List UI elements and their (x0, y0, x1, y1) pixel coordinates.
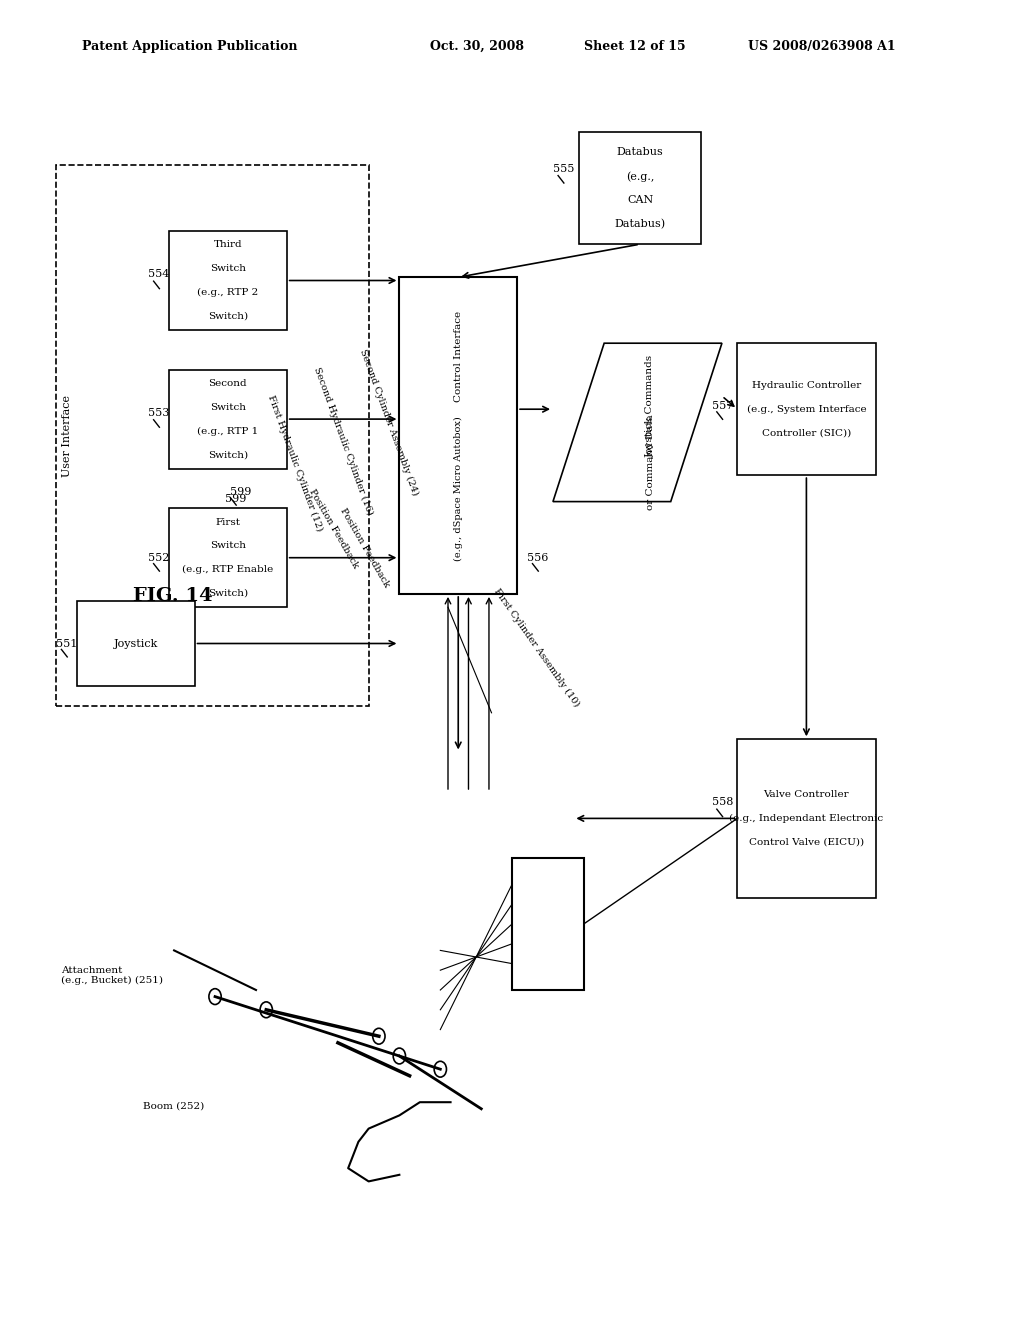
Text: (e.g.,: (e.g., (626, 170, 654, 182)
Text: or Command Data: or Command Data (646, 414, 654, 510)
Text: FIG. 14: FIG. 14 (133, 586, 213, 605)
Text: Valve Controller: Valve Controller (764, 791, 849, 799)
FancyBboxPatch shape (169, 508, 287, 607)
FancyBboxPatch shape (77, 601, 195, 686)
Text: Second Hydraulic Cylinder (16): Second Hydraulic Cylinder (16) (312, 366, 375, 517)
Text: First Cylinder Assembly (10): First Cylinder Assembly (10) (492, 586, 581, 709)
Text: Control Valve (EICU)): Control Valve (EICU)) (749, 838, 864, 846)
Text: Attachment
(e.g., Bucket) (251): Attachment (e.g., Bucket) (251) (61, 966, 164, 986)
Text: Switch: Switch (210, 403, 246, 412)
FancyBboxPatch shape (737, 739, 876, 898)
Text: Sheet 12 of 15: Sheet 12 of 15 (584, 40, 685, 53)
Bar (56, 165, 369, 706)
Text: First Hydraulic Cylinder (12): First Hydraulic Cylinder (12) (266, 393, 325, 533)
Text: (e.g., dSpace Micro Autobox): (e.g., dSpace Micro Autobox) (454, 416, 463, 561)
FancyBboxPatch shape (169, 370, 287, 469)
Text: 554: 554 (148, 269, 170, 280)
Text: 553: 553 (148, 408, 170, 418)
Text: Position Feedback: Position Feedback (338, 507, 391, 590)
Text: Joystick: Joystick (114, 639, 158, 648)
Text: Joystick Commands: Joystick Commands (646, 355, 654, 458)
Text: Position Feedback: Position Feedback (307, 487, 360, 570)
Text: Third: Third (214, 240, 242, 249)
Text: Oct. 30, 2008: Oct. 30, 2008 (430, 40, 524, 53)
Text: Second: Second (209, 379, 247, 388)
Text: Databus): Databus) (614, 219, 666, 228)
Text: (e.g., RTP 2: (e.g., RTP 2 (198, 288, 258, 297)
Text: Control Interface: Control Interface (454, 310, 463, 403)
Text: Switch): Switch) (208, 312, 248, 321)
Text: (e.g., Independant Electronic: (e.g., Independant Electronic (729, 814, 884, 822)
Text: 558: 558 (712, 797, 733, 808)
FancyBboxPatch shape (169, 231, 287, 330)
Text: Controller (SIC)): Controller (SIC)) (762, 429, 851, 437)
Text: Patent Application Publication: Patent Application Publication (82, 40, 297, 53)
Text: 551: 551 (56, 639, 78, 649)
Text: US 2008/0263908 A1: US 2008/0263908 A1 (748, 40, 895, 53)
Text: (e.g., RTP Enable: (e.g., RTP Enable (182, 565, 273, 574)
Text: 556: 556 (527, 553, 549, 564)
Text: Boom (252): Boom (252) (143, 1102, 205, 1111)
Text: Switch): Switch) (208, 589, 248, 598)
Text: 557: 557 (712, 401, 733, 412)
Text: 599: 599 (225, 494, 247, 504)
Text: Switch: Switch (210, 264, 246, 273)
Text: Hydraulic Controller: Hydraulic Controller (752, 381, 861, 389)
FancyBboxPatch shape (579, 132, 701, 244)
Text: 555: 555 (553, 164, 574, 174)
Text: CAN: CAN (627, 195, 653, 205)
FancyBboxPatch shape (737, 343, 876, 475)
FancyBboxPatch shape (399, 277, 517, 594)
Text: Switch: Switch (210, 541, 246, 550)
FancyBboxPatch shape (512, 858, 584, 990)
Text: User Interface: User Interface (61, 395, 72, 477)
Text: First: First (215, 517, 241, 527)
Text: (e.g., RTP 1: (e.g., RTP 1 (198, 426, 258, 436)
Text: 599: 599 (230, 487, 252, 498)
Text: (e.g., System Interface: (e.g., System Interface (746, 405, 866, 413)
Polygon shape (553, 343, 722, 502)
Text: 552: 552 (148, 553, 170, 564)
Text: Databus: Databus (616, 148, 664, 157)
Text: Switch): Switch) (208, 450, 248, 459)
Text: Second Cylinder Assembly (24): Second Cylinder Assembly (24) (358, 348, 420, 498)
